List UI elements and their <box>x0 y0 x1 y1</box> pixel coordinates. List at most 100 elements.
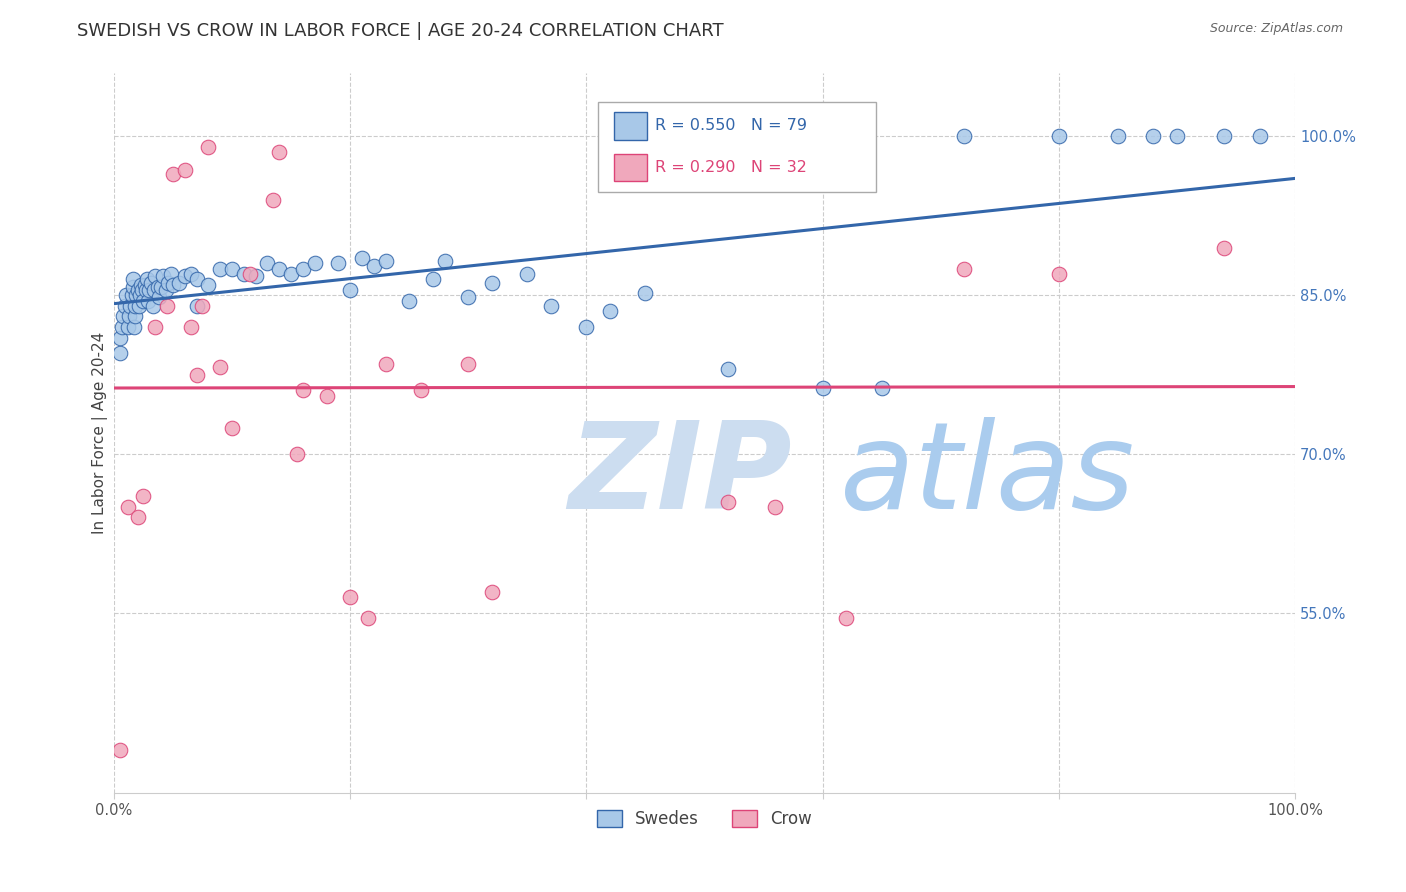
Point <box>180 267 202 281</box>
Point <box>291 261 314 276</box>
Point <box>1166 129 1188 144</box>
Point <box>232 267 254 281</box>
Point <box>180 320 202 334</box>
Point <box>717 494 740 508</box>
Point <box>304 256 326 270</box>
Point <box>239 267 262 281</box>
Point <box>128 288 150 302</box>
Point <box>433 254 456 268</box>
Point <box>221 261 243 276</box>
Point <box>269 261 291 276</box>
Point <box>717 362 740 376</box>
Point <box>363 259 385 273</box>
Bar <box>613 112 647 139</box>
Point <box>285 447 308 461</box>
Point <box>256 256 278 270</box>
Point <box>127 510 149 524</box>
Point <box>162 277 184 292</box>
Text: R = 0.290   N = 32: R = 0.290 N = 32 <box>655 160 807 175</box>
Point <box>315 389 337 403</box>
Point <box>191 299 214 313</box>
Point <box>422 272 444 286</box>
Point <box>167 276 190 290</box>
Point <box>120 299 142 313</box>
Point <box>135 283 157 297</box>
Point <box>245 269 267 284</box>
Point <box>1213 241 1236 255</box>
Point <box>132 293 155 308</box>
Point <box>111 320 134 334</box>
Point <box>162 167 184 181</box>
Point <box>953 261 976 276</box>
Point <box>575 320 598 334</box>
Point <box>138 283 160 297</box>
Point <box>457 290 479 304</box>
Point <box>143 283 166 297</box>
Point <box>540 299 562 313</box>
Point <box>1249 129 1271 144</box>
Point <box>481 276 503 290</box>
Point <box>173 163 195 178</box>
Point <box>125 288 148 302</box>
Point <box>835 611 858 625</box>
Point <box>155 283 177 297</box>
Point <box>129 277 152 292</box>
Y-axis label: In Labor Force | Age 20-24: In Labor Force | Age 20-24 <box>93 332 108 534</box>
Point <box>114 299 136 313</box>
Text: atlas: atlas <box>841 417 1136 534</box>
Point <box>953 129 976 144</box>
Bar <box>613 153 647 181</box>
Point <box>152 269 174 284</box>
Point <box>221 420 243 434</box>
Point <box>481 584 503 599</box>
Point <box>599 304 621 318</box>
Point <box>108 743 131 757</box>
Legend: Swedes, Crow: Swedes, Crow <box>591 803 818 835</box>
Point <box>117 320 139 334</box>
Point <box>143 269 166 284</box>
Point <box>197 140 219 154</box>
Point <box>131 283 153 297</box>
Point <box>146 279 169 293</box>
Point <box>763 500 786 514</box>
Point <box>132 489 155 503</box>
Point <box>117 500 139 514</box>
Point <box>197 277 219 292</box>
Point <box>159 267 181 281</box>
Point <box>870 381 893 395</box>
Point <box>143 320 166 334</box>
Point <box>128 299 150 313</box>
Point <box>157 276 180 290</box>
Point <box>108 346 131 360</box>
Point <box>398 293 420 308</box>
Point <box>374 254 396 268</box>
Point <box>262 193 284 207</box>
Text: SWEDISH VS CROW IN LABOR FORCE | AGE 20-24 CORRELATION CHART: SWEDISH VS CROW IN LABOR FORCE | AGE 20-… <box>77 22 724 40</box>
Point <box>350 251 373 265</box>
Point <box>811 381 834 395</box>
Point <box>357 611 380 625</box>
Point <box>1047 129 1070 144</box>
Point <box>114 288 136 302</box>
Point <box>209 261 232 276</box>
Point <box>1047 267 1070 281</box>
Point <box>134 277 156 292</box>
Point <box>112 310 135 324</box>
Point <box>186 299 208 313</box>
Point <box>118 310 141 324</box>
Point <box>108 330 131 344</box>
Point <box>634 286 657 301</box>
Point <box>339 590 361 604</box>
Text: ZIP: ZIP <box>568 417 793 534</box>
Point <box>280 267 302 281</box>
Point <box>136 293 159 308</box>
Point <box>122 320 145 334</box>
Point <box>186 272 208 286</box>
Text: R = 0.550   N = 79: R = 0.550 N = 79 <box>655 119 807 134</box>
Point <box>339 283 361 297</box>
Point <box>291 384 314 398</box>
Point <box>186 368 208 382</box>
Point <box>121 279 143 293</box>
Point <box>328 256 350 270</box>
Point <box>173 269 195 284</box>
